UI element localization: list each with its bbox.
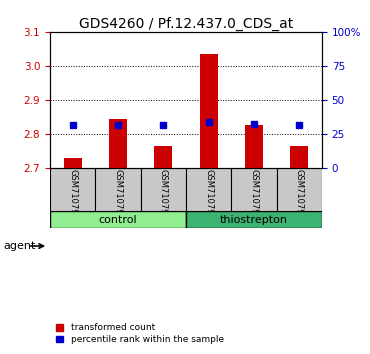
Text: GSM710797: GSM710797 [295, 169, 304, 220]
Bar [64, 158, 82, 168]
Text: GSM710792: GSM710792 [68, 169, 77, 220]
Bar [50, 168, 95, 211]
Bar [186, 211, 322, 228]
Bar [50, 211, 186, 228]
Text: GSM710796: GSM710796 [249, 169, 258, 220]
Text: GSM710794: GSM710794 [159, 169, 168, 220]
Text: GSM710793: GSM710793 [114, 169, 122, 220]
Title: GDS4260 / Pf.12.437.0_CDS_at: GDS4260 / Pf.12.437.0_CDS_at [79, 17, 293, 31]
Bar [109, 119, 127, 168]
Bar [199, 54, 218, 168]
Bar [277, 168, 322, 211]
Bar [154, 146, 172, 168]
Text: agent: agent [4, 241, 36, 251]
Text: thiostrepton: thiostrepton [220, 215, 288, 224]
Bar [245, 125, 263, 168]
Bar [290, 146, 308, 168]
Bar [95, 168, 141, 211]
Bar [231, 168, 277, 211]
Bar [141, 168, 186, 211]
Text: control: control [99, 215, 137, 224]
Legend: transformed count, percentile rank within the sample: transformed count, percentile rank withi… [54, 322, 226, 346]
Bar [186, 168, 231, 211]
Text: GSM710795: GSM710795 [204, 169, 213, 220]
